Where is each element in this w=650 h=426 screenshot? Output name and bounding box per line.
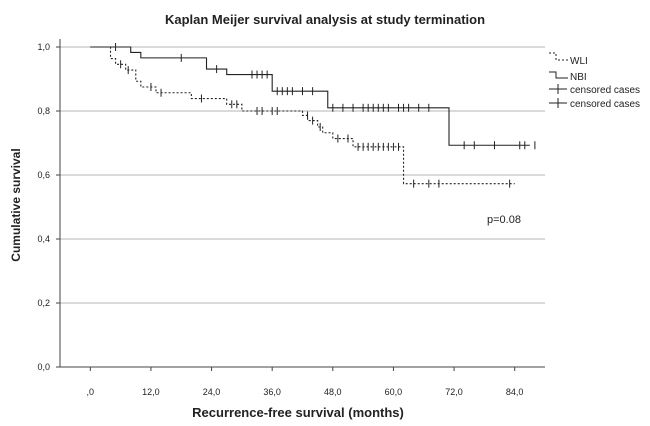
y-tick-label: 1,0 (37, 42, 50, 52)
y-tick-label: 0,6 (37, 170, 50, 180)
y-axis-label: Cumulative survival (9, 148, 23, 261)
p-value-annotation: p=0.08 (487, 214, 521, 226)
x-tick-label: 60,0 (385, 387, 403, 397)
legend: WLI NBI censored cases censored cases (549, 52, 640, 110)
censor-marks (115, 43, 536, 188)
legend-wli-swatch (549, 52, 568, 61)
x-tick-label: 12,0 (142, 387, 160, 397)
x-tick-label: 48,0 (324, 387, 342, 397)
x-tick-label: 84,0 (506, 387, 524, 397)
y-tick-label: 0,0 (37, 362, 50, 372)
legend-censor1-label: censored cases (570, 85, 640, 96)
chart-title: Kaplan Meijer survival analysis at study… (165, 12, 485, 27)
legend-wli-label: WLI (570, 56, 588, 67)
series-line-wli (90, 46, 515, 185)
x-tick-label: 24,0 (203, 387, 221, 397)
x-tick-label: 72,0 (445, 387, 463, 397)
axes: 0,0 0,2 0,4 0,6 0,8 1,0 ,0 12,0 24,0 36,0 48,0 60,0… (37, 39, 545, 397)
y-tick-label: 0,8 (37, 106, 50, 116)
legend-nbi-label: NBI (570, 72, 587, 83)
y-tick-label: 0,2 (37, 298, 50, 308)
y-tick-label: 0,4 (37, 234, 50, 244)
legend-censor2-label: censored cases (570, 99, 640, 110)
x-tick-label: 36,0 (263, 387, 281, 397)
legend-nbi-swatch (549, 71, 568, 79)
x-axis-label: Recurrence-free survival (months) (192, 405, 404, 420)
x-tick-label: ,0 (87, 387, 95, 397)
